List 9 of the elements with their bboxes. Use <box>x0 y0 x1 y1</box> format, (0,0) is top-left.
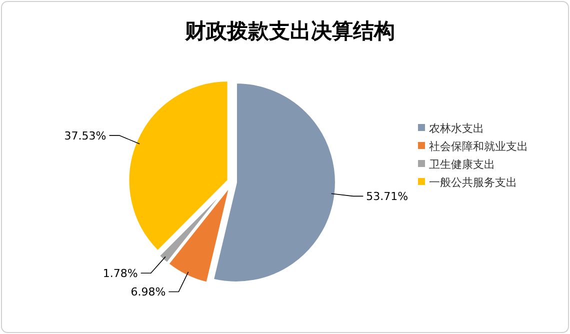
legend-label: 一般公共服务支出 <box>429 176 517 189</box>
legend-label: 农林水支出 <box>429 122 484 135</box>
legend-label: 卫生健康支出 <box>429 158 495 171</box>
data-label: 1.78% <box>102 267 138 280</box>
data-label: 37.53% <box>64 129 106 142</box>
legend-label: 社会保障和就业支出 <box>429 140 528 153</box>
data-label: 6.98% <box>130 286 166 299</box>
data-label: 53.71% <box>366 190 408 204</box>
chart-title: 财政拨款支出决算结构 <box>184 19 395 43</box>
